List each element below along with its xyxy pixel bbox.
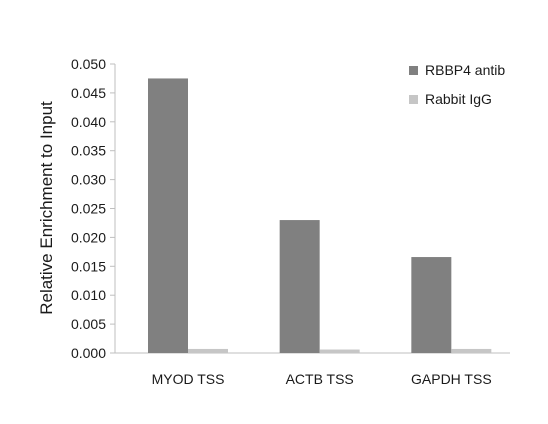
y-axis: 0.000 0.005 0.010 0.015 0.020 0.025 0.030 0.035… (71, 56, 116, 361)
y-axis-title: Relative Enrichment to Input (37, 101, 56, 315)
y-tick-label: 0.025 (71, 201, 106, 217)
y-tick-label: 0.020 (71, 229, 106, 245)
y-tick-label: 0.015 (71, 258, 106, 274)
category-labels: MYOD TSS ACTB TSS GAPDH TSS (152, 371, 492, 387)
y-tick-label: 0.005 (71, 316, 106, 332)
x-category-label: GAPDH TSS (411, 371, 492, 387)
bar-rabbit-igg-1 (319, 349, 360, 353)
y-tick-label: 0.045 (71, 85, 106, 101)
bar-rbbp4-2 (411, 257, 452, 353)
bar-rbbp4-1 (279, 220, 320, 353)
bar-rbbp4-0 (148, 78, 188, 353)
y-tick-label: 0.000 (71, 345, 106, 361)
y-tick-label: 0.030 (71, 172, 106, 188)
y-tick-label: 0.035 (71, 143, 106, 159)
x-category-label: MYOD TSS (152, 371, 225, 387)
y-axis-title-group: Relative Enrichment to Input (37, 101, 56, 315)
bars (148, 78, 492, 353)
legend-label: Rabbit IgG (425, 91, 492, 107)
legend-label: RBBP4 antib (425, 62, 505, 78)
legend: RBBP4 antib Rabbit IgG (409, 62, 505, 107)
legend-swatch (409, 95, 418, 104)
y-tick-label: 0.050 (71, 56, 106, 72)
bar-rabbit-igg-2 (451, 348, 492, 353)
legend-swatch (409, 66, 418, 75)
bar-rabbit-igg-0 (188, 348, 228, 353)
y-tick-label: 0.010 (71, 287, 106, 303)
x-category-label: ACTB TSS (286, 371, 354, 387)
y-tick-label: 0.040 (71, 114, 106, 130)
